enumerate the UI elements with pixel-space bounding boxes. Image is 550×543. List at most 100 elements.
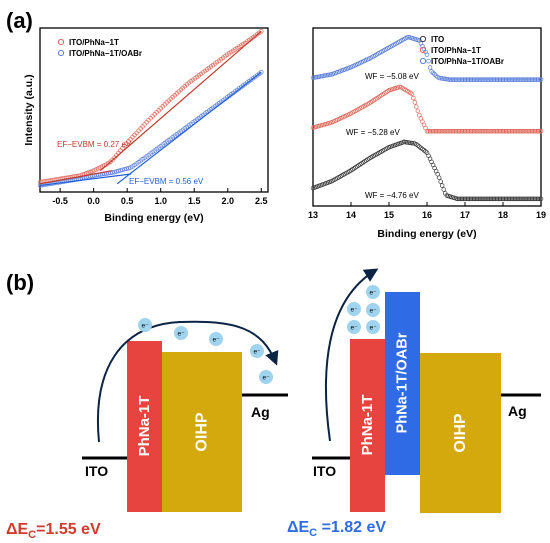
data-point [397,84,402,90]
data-point [447,77,453,82]
data-point [476,77,481,82]
data-point [459,128,465,134]
data-point [502,77,507,82]
fit-line [39,170,112,185]
electron-icon [209,332,223,346]
electron-symbol: e⁻ [369,290,377,297]
data-point [523,128,529,134]
x-tick-label: 2.0 [222,196,235,206]
data-point [470,77,475,82]
phna-block-right [350,339,385,512]
data-point [537,128,542,134]
x-tick-label: 0.0 [87,196,100,206]
data-point [470,128,475,134]
data-point [464,77,469,82]
data-point [515,196,521,202]
data-point [465,128,471,134]
legend2-label-ito-phna-oabr: ITO/PhNa−1T/OABr [431,57,504,66]
data-point [529,196,535,202]
x-tick-label: 18 [498,210,508,220]
electron-icon [250,344,264,358]
data-point [461,196,466,202]
data-point [456,77,462,82]
chart-secondary-electron-cutoff: 13 14 15 16 17 18 19 Binding energy (eV) ITO I… [308,27,546,240]
data-point [506,196,512,202]
data-point [518,128,524,134]
data-point [409,91,415,97]
electron-arrow-left [97,320,279,443]
electron-icon [347,302,361,316]
data-point [511,128,516,134]
data-point [517,128,522,134]
data-point [427,65,433,70]
data-point [509,196,515,202]
chart1-ylabel: Intensity (a.u.) [23,74,35,145]
data-point [465,196,471,202]
data-point [484,196,489,202]
data-point [499,128,504,134]
oabr-label-right: PhNa-1T/OABr [395,332,411,433]
data-point [452,128,457,134]
data-point [427,128,433,134]
data-point [464,128,469,134]
legend1-marker-ito-phna [57,38,65,46]
data-point [446,77,451,82]
data-point [537,196,542,202]
data-point [526,77,532,82]
data-point [406,140,412,145]
legend1-marker-ito-phna-oabr [57,49,65,57]
data-point [424,128,430,134]
data-point [511,196,516,202]
data-point [491,77,497,82]
legend2-marker-ito-phna [419,46,427,54]
electron-symbol: e⁻ [350,325,358,332]
wf-label-ito-phna: WF = −5.28 eV [346,128,400,137]
electron-symbol: e⁻ [212,337,220,344]
ito-label-right: ITO [313,463,336,479]
oihp-block-left [162,352,242,512]
data-point [462,128,468,134]
chart-valence-band-onset: -0.5 0.0 0.5 1.0 1.5 2.0 2.5 Binding energy (e… [23,27,269,224]
data-point [450,128,456,134]
data-point [514,196,519,202]
data-point [525,196,530,202]
data-point [435,128,440,134]
data-point [436,175,442,180]
oihp-label-right: OIHP [452,413,469,452]
data-point [438,75,443,81]
data-point [467,128,472,134]
data-point [512,77,518,82]
data-point [471,77,477,82]
data-point [441,187,446,192]
electron-symbol: e⁻ [177,331,185,338]
data-point [112,169,117,175]
data-point [494,128,500,134]
data-point [512,196,518,202]
data-point [517,77,522,82]
data-point [529,128,535,134]
data-point [503,77,509,82]
data-point [528,77,533,82]
data-point [412,100,418,105]
data-point [439,183,445,188]
electron-group-right: e⁻ e⁻ e⁻ e⁻ e⁻ [347,285,380,334]
data-point [442,76,448,82]
oihp-block-right [420,353,501,513]
data-point [436,75,442,81]
data-point [414,104,419,109]
data-point [404,35,410,40]
data-point [473,196,478,202]
data-point [496,77,501,82]
panel-label-a: (a) [6,8,33,33]
data-point [491,128,497,134]
data-point [482,77,488,82]
data-point [474,128,480,134]
annotation-ito-phna-onset: EF−EVBM = 0.27 eV [57,140,132,149]
electron-icon [259,370,273,384]
data-point [120,167,125,173]
electron-icon [347,320,361,334]
data-point [401,139,407,145]
data-point [494,196,500,202]
data-point [534,128,539,134]
